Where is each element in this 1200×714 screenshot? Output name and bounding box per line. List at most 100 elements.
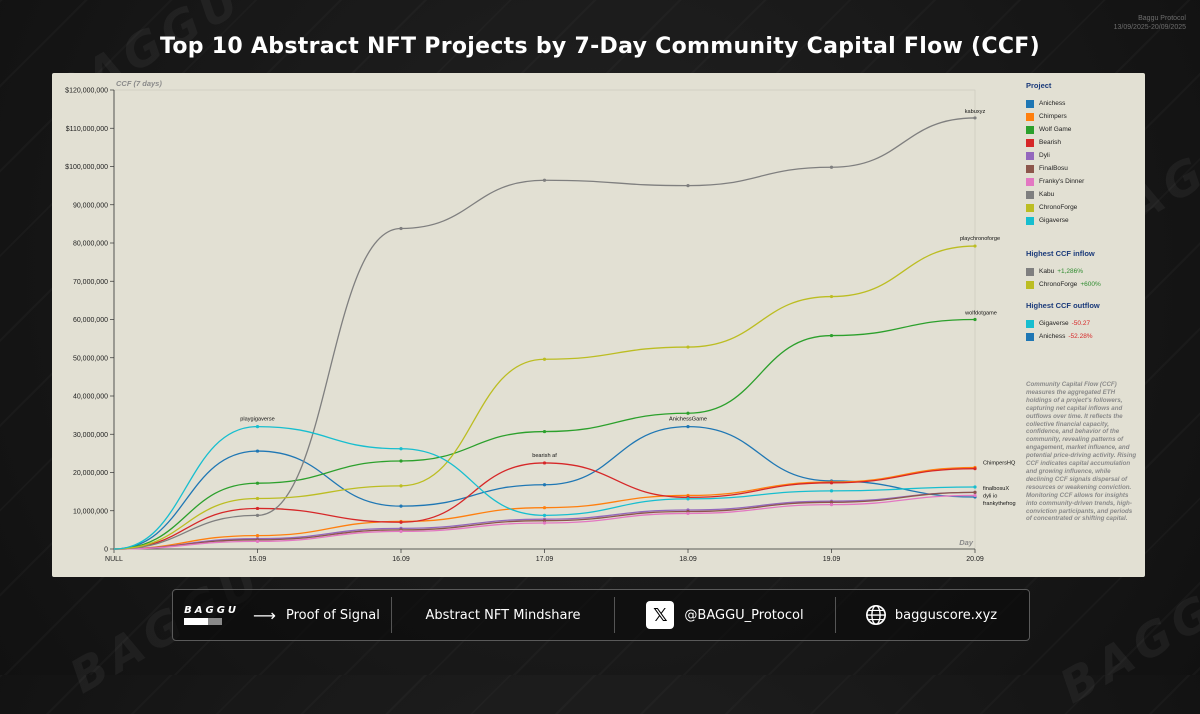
data-point-anichess [686, 425, 690, 429]
mindshare-label: Abstract NFT Mindshare [425, 607, 581, 623]
ccf-change-value: +1,286% [1057, 268, 1084, 275]
data-point-gigaverse [973, 485, 977, 489]
annotation-label: frankythefrog [983, 501, 1016, 507]
legend-swatch [1026, 99, 1034, 108]
annotation-label: finalbosuX [983, 486, 1009, 492]
data-point-kabu [542, 178, 547, 182]
data-point-anichess [255, 449, 260, 453]
y-tick-label: 90,000,000 [73, 202, 108, 209]
legend-swatch [1026, 177, 1034, 186]
baggu-logo: BAGGU [184, 605, 239, 625]
legend-swatch [1026, 267, 1034, 276]
legend-swatch [1026, 203, 1034, 212]
legend-swatch [1026, 332, 1034, 341]
legend-label: Kabu [1039, 268, 1055, 275]
y-axis-label: CCF (7 days) [116, 79, 162, 88]
annotation-label: playchronoforge [960, 236, 1000, 242]
data-point-kabu [973, 116, 977, 120]
inflow-title: Highest CCF inflow [1026, 249, 1095, 258]
annotation-label: bearish af [532, 453, 557, 459]
logo-bar [184, 618, 223, 625]
outflow-list: Gigaverse -50.27 Anichess -52.28% [1026, 317, 1136, 343]
data-point-chronoforge [829, 294, 834, 299]
footer-mindshare: Abstract NFT Mindshare [392, 590, 614, 640]
data-point-finalbosu [973, 490, 977, 494]
data-point-finalbosu [542, 519, 547, 523]
legend-label: Kabu [1039, 191, 1055, 198]
footer-separator [835, 597, 836, 633]
legend-swatch [1026, 216, 1034, 225]
data-point-franky-s-dinner [829, 503, 834, 507]
report-meta: Baggu Protocol 13/09/2025-20/09/2025 [1114, 14, 1186, 32]
data-point-bearish [829, 481, 834, 485]
arrow-right-icon: ⟶ [253, 605, 276, 625]
ccf-change-value: -50.27 [1071, 320, 1091, 327]
data-point-gigaverse [399, 447, 403, 451]
legend-swatch [1026, 151, 1034, 160]
legend-swatch [1026, 280, 1034, 289]
legend-swatch [1026, 164, 1034, 173]
data-point-franky-s-dinner [973, 493, 977, 498]
watermark-bottom-right: BAGGU [1050, 560, 1200, 714]
data-point-franky-s-dinner [686, 511, 690, 516]
data-point-finalbosu [829, 500, 834, 504]
data-point-bearish [542, 461, 547, 465]
data-point-anichess [542, 483, 547, 487]
legend-item-chronoforge: ChronoForge [1026, 201, 1136, 214]
x-tick-label: 20.09 [966, 556, 984, 563]
proof-of-signal-label: Proof of Signal [285, 607, 380, 623]
y-tick-label: 40,000,000 [73, 394, 108, 401]
logo-text: BAGGU [184, 605, 240, 616]
page-title: Top 10 Abstract NFT Projects by 7-Day Co… [160, 34, 1040, 59]
data-point-franky-s-dinner [399, 529, 403, 534]
y-tick-label: 50,000,000 [73, 355, 108, 362]
legend-item-anichess: Anichess [1026, 97, 1136, 110]
annotation-label: playgigaverse [240, 417, 275, 423]
x-tick-label: 19.09 [823, 556, 841, 563]
legend-item-chronoforge: ChronoForge +600% [1026, 278, 1136, 291]
ccf-change-value: -52.28% [1068, 333, 1093, 340]
footer-separator [391, 597, 392, 633]
legend-label: ChronoForge [1039, 281, 1078, 288]
y-tick-label: 80,000,000 [73, 241, 108, 248]
website-link[interactable]: bagguscore.xyz [894, 607, 998, 623]
annotation-label: AnichessGame [669, 417, 707, 423]
legend-label: Anichess [1039, 100, 1066, 107]
footer-x-link[interactable]: 𝕏 @BAGGU_Protocol [615, 590, 835, 640]
y-tick-label: 60,000,000 [73, 317, 108, 324]
legend-swatch [1026, 190, 1034, 199]
y-tick-label: 10,000,000 [73, 508, 108, 515]
x-tick-label: NULL [105, 556, 123, 563]
legend-label: Chimpers [1039, 113, 1067, 120]
data-point-franky-s-dinner [542, 521, 547, 525]
legend-title: Project [1026, 81, 1052, 90]
data-point-kabu [399, 226, 403, 231]
meta-date-range: 13/09/2025-20/09/2025 [1113, 24, 1186, 31]
legend-item-bearish: Bearish [1026, 136, 1136, 149]
y-tick-label: 0 [104, 547, 108, 554]
data-point-gigaverse [686, 497, 690, 501]
footer-website-link[interactable]: bagguscore.xyz [836, 590, 1026, 640]
legend-label: FinalBosu [1039, 165, 1068, 172]
legend-item-gigaverse: Gigaverse -50.27 [1026, 317, 1136, 330]
footer-bar: BAGGU ⟶ Proof of Signal Abstract NFT Min… [172, 589, 1030, 641]
legend-swatch [1026, 112, 1034, 121]
x-axis-label: Day [959, 538, 974, 547]
plot-area [113, 89, 976, 550]
legend-item-wolf-game: Wolf Game [1026, 123, 1136, 136]
data-point-chronoforge [255, 496, 260, 501]
ccf-description: Community Capital Flow (CCF) measures th… [1026, 381, 1137, 523]
data-point-chronoforge [399, 484, 403, 488]
legend-item-anichess: Anichess -52.28% [1026, 330, 1136, 343]
data-point-chronoforge [542, 357, 547, 361]
legend-swatch [1026, 125, 1034, 134]
data-point-chronoforge [973, 244, 977, 248]
chart-panel: 0 10,000,000 20,000,000 30,000,000 40,000,00… [52, 73, 1145, 577]
line-chart: 0 10,000,000 20,000,000 30,000,000 40,000,00… [65, 79, 1016, 563]
legend-label: Bearish [1039, 139, 1062, 146]
footer-brand: BAGGU ⟶ Proof of Signal [173, 590, 391, 640]
x-handle[interactable]: @BAGGU_Protocol [684, 607, 804, 623]
data-point-franky-s-dinner [255, 539, 260, 543]
data-point-kabu [255, 513, 260, 517]
data-point-wolf-game [973, 317, 977, 322]
